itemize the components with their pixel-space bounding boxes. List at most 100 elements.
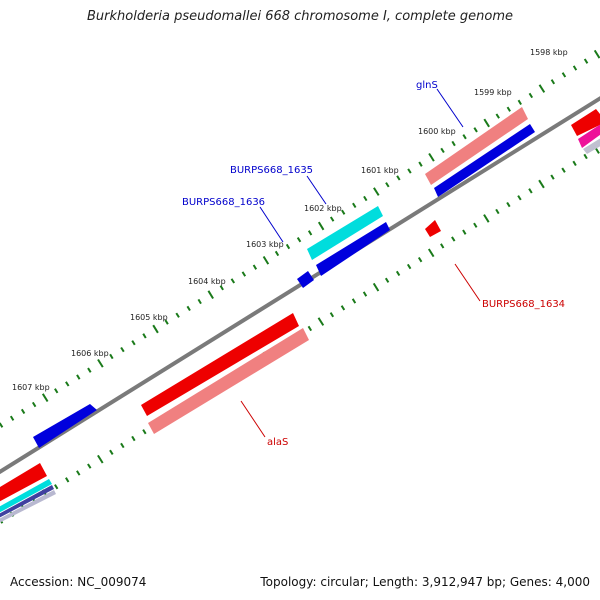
- tick-mark: [440, 243, 445, 249]
- gene-label-glns[interactable]: glnS: [416, 80, 438, 91]
- tick-mark: [186, 305, 191, 312]
- tick-mark: [483, 214, 490, 223]
- gene-label-burps668-1636[interactable]: BURPS668_1636: [182, 197, 265, 208]
- tick-mark: [561, 72, 567, 78]
- tick-mark: [550, 174, 555, 180]
- feature-cds-reverse-lower[interactable]: [0, 485, 54, 520]
- gene-label-burps668-1635[interactable]: BURPS668_1635: [230, 165, 313, 176]
- tick-mark: [65, 477, 70, 483]
- label-leader: [436, 88, 464, 128]
- tick-mark: [274, 250, 280, 257]
- gene-labels: glnS BURPS668_1635 BURPS668_1636 BURPS66…: [182, 80, 565, 448]
- tick-mark: [406, 263, 412, 270]
- tick-mark: [483, 118, 490, 128]
- tick-mark: [372, 282, 380, 292]
- tick-mark: [593, 49, 600, 59]
- tick-mark: [396, 175, 401, 181]
- tick-mark: [561, 167, 566, 173]
- tick-mark: [373, 187, 380, 196]
- tick-mark: [517, 99, 522, 106]
- tick-mark: [0, 422, 4, 428]
- tick-mark: [131, 340, 136, 346]
- tick-mark: [285, 243, 291, 250]
- feature-cds-forward-long[interactable]: [141, 313, 299, 416]
- tick-mark: [428, 152, 435, 162]
- feature-rrna-lower[interactable]: [0, 490, 56, 525]
- feature-cds-forward-burps668-1634[interactable]: [425, 220, 441, 237]
- tick-mark: [142, 333, 147, 339]
- feature-track: [0, 107, 600, 525]
- tick-mark: [197, 298, 202, 305]
- tick-mark: [109, 449, 114, 455]
- feature-rrna-alas[interactable]: [148, 328, 309, 434]
- tick-mark: [9, 415, 15, 421]
- feature-trna-burps668-1635[interactable]: [307, 206, 383, 260]
- tick-mark: [252, 264, 258, 270]
- tick-mark: [152, 324, 159, 334]
- tick-mark: [219, 285, 224, 291]
- label-leader: [240, 400, 266, 438]
- tick-mark: [307, 230, 313, 236]
- feature-cds-reverse-burps668-1636[interactable]: [316, 222, 390, 276]
- tick-mark: [473, 222, 478, 228]
- tick-mark: [329, 312, 335, 318]
- tick-mark: [241, 271, 247, 277]
- feature-cds-reverse-left[interactable]: [33, 404, 97, 448]
- tick-mark: [341, 209, 346, 215]
- feature-other[interactable]: [578, 122, 600, 148]
- tick-label: 1602 kbp: [304, 204, 342, 213]
- tick-mark: [262, 255, 270, 265]
- footer-summary: Topology: circular; Length: 3,912,947 bp…: [260, 575, 590, 589]
- tick-mark: [207, 290, 214, 300]
- tick-label: 1599 kbp: [474, 88, 512, 97]
- feature-rrna[interactable]: [583, 136, 600, 154]
- tick-mark: [352, 202, 357, 209]
- tick-mark: [87, 367, 92, 373]
- tick-mark: [87, 463, 92, 469]
- feature-cds-reverse-small[interactable]: [297, 271, 314, 288]
- tick-mark: [131, 435, 136, 442]
- tick-mark: [317, 317, 325, 326]
- tick-label: 1606 kbp: [71, 349, 109, 358]
- tick-mark: [418, 161, 423, 167]
- tick-mark: [362, 291, 368, 297]
- feature-cds-forward-lower[interactable]: [0, 463, 47, 504]
- map-title: Burkholderia pseudomallei 668 chromosome…: [86, 9, 514, 24]
- tick-mark: [54, 388, 59, 394]
- tick-mark: [351, 298, 357, 304]
- tick-mark: [363, 195, 368, 202]
- tick-mark: [473, 127, 478, 133]
- feature-cds-reverse[interactable]: [434, 124, 535, 197]
- tick-mark: [307, 325, 313, 332]
- tick-mark: [142, 429, 147, 435]
- tick-mark: [583, 58, 589, 64]
- tick-mark: [528, 92, 534, 99]
- tick-mark: [385, 182, 390, 188]
- tick-label: 1604 kbp: [188, 277, 226, 286]
- tick-label: 1601 kbp: [361, 166, 399, 175]
- tick-label: 1598 kbp: [530, 48, 568, 57]
- tick-mark: [384, 277, 390, 283]
- tick-mark: [97, 454, 104, 464]
- tick-mark: [317, 221, 325, 231]
- tick-mark: [54, 484, 59, 490]
- gene-label-alas[interactable]: alaS: [267, 437, 288, 448]
- tick-mark: [120, 442, 125, 449]
- tick-mark: [506, 201, 511, 208]
- tick-mark: [572, 65, 578, 71]
- tick-mark: [97, 358, 104, 368]
- tick-mark: [451, 140, 456, 147]
- tick-mark: [76, 374, 81, 380]
- tick-mark: [296, 237, 302, 243]
- tick-mark: [340, 305, 346, 311]
- gene-label-burps668-1634[interactable]: BURPS668_1634: [482, 299, 565, 310]
- feature-trna-lower[interactable]: [0, 479, 52, 515]
- tick-mark: [583, 153, 588, 160]
- tick-mark: [164, 319, 169, 325]
- tick-mark: [31, 401, 37, 408]
- tick-mark: [20, 408, 26, 415]
- tick-mark: [451, 236, 456, 242]
- feature-cds-forward[interactable]: [571, 109, 600, 136]
- tick-mark: [417, 256, 423, 263]
- feature-rrna-glns[interactable]: [425, 107, 528, 185]
